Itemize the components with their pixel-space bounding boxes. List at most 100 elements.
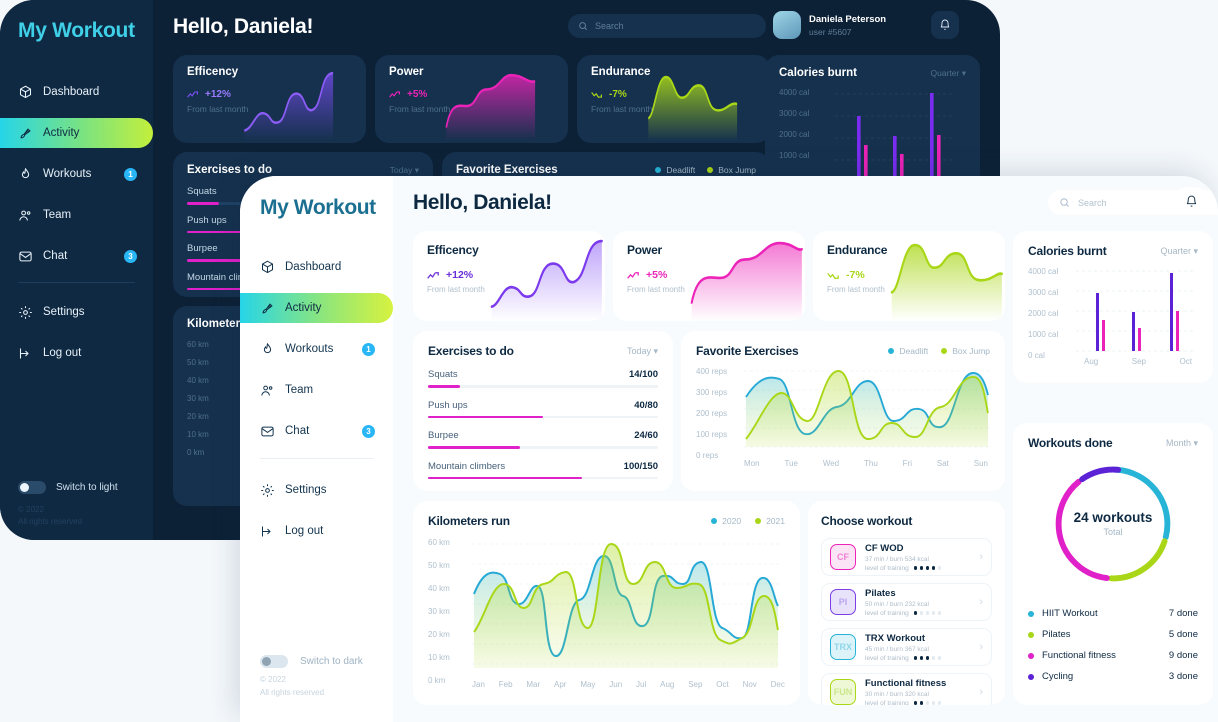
dark-sidebar-item-label: Chat — [43, 250, 68, 263]
xtick: Sun — [973, 459, 988, 468]
legend-2021: 2021 — [755, 516, 785, 526]
exercise-row: Squats 14/100 — [428, 369, 658, 388]
exercise-row: Burpee 24/60 — [428, 430, 658, 449]
theme-toggle[interactable]: Switch to dark — [260, 655, 363, 668]
dark-calories-filter[interactable]: Quarter ▾ — [930, 67, 966, 78]
dark-theme-switch[interactable] — [18, 481, 46, 494]
workout-name: TRX Workout — [865, 632, 925, 644]
exercise-name: Burpee — [428, 430, 459, 441]
dark-ytick: 40 km — [187, 376, 209, 385]
dark-sidebar-badge-chat: 3 — [124, 249, 137, 263]
trend-up-icon — [187, 91, 198, 98]
calories-burnt-card: Calories burnt Quarter ▾ 4000 cal 3000 c… — [1013, 231, 1213, 383]
dark-sidebar-item-dashboard[interactable]: Dashboard — [0, 77, 153, 107]
dark-sidebar-item-activity[interactable]: Activity — [0, 118, 153, 149]
xtick: Nov — [742, 680, 757, 689]
sidebar-item-chat[interactable]: Chat 3 — [240, 416, 393, 446]
level-dots — [913, 656, 942, 660]
dark-sidebar-item-logout[interactable]: Log out — [0, 338, 153, 368]
dark-ytick: 3000 cal — [779, 109, 810, 118]
dark-sidebar-item-team[interactable]: Team — [0, 200, 153, 230]
dark-stat-card-power: Power +5% From last month — [375, 55, 568, 143]
sidebar-item-dashboard[interactable]: Dashboard — [240, 252, 393, 282]
sidebar-item-team[interactable]: Team — [240, 375, 393, 405]
xtick: Thu — [864, 459, 878, 468]
dark-notifications-button[interactable] — [931, 11, 959, 39]
dark-nav: Dashboard Activity Workouts 1 Team Chat … — [0, 77, 153, 368]
dark-sidebar-divider — [18, 282, 135, 284]
workouts-legend-label: Functional fitness — [1042, 650, 1116, 661]
flame-icon — [21, 167, 30, 178]
xtick: Feb — [498, 680, 513, 689]
workout-list-item[interactable]: TRX TRX Workout 45 min / burn 367 kcal l… — [821, 628, 992, 666]
workout-code-badge: TRX — [830, 634, 856, 660]
dark-exercises-filter[interactable]: Today ▾ — [389, 164, 419, 175]
dark-stat-title: Power — [389, 66, 424, 78]
dark-sidebar-item-workouts[interactable]: Workouts 1 — [0, 159, 153, 189]
dark-user-name: Daniela Peterson — [809, 13, 887, 25]
ytick: 2000 cal — [1028, 309, 1059, 318]
chevron-right-icon: › — [979, 641, 983, 653]
dark-calories-bars — [835, 93, 955, 180]
workouts-done-filter-dropdown[interactable]: Month ▾ — [1165, 437, 1198, 448]
sidebar-item-logout[interactable]: Log out — [240, 516, 393, 546]
dark-copyright-line1: © 2022 — [18, 505, 44, 514]
legend-label: 2020 — [722, 516, 742, 526]
dark-app-logo: My Workout — [18, 19, 135, 42]
workouts-legend-label: Cycling — [1042, 671, 1074, 682]
exercise-name: Mountain climbers — [428, 460, 506, 472]
workout-list-item[interactable]: CF CF WOD 37 min / burn 534 kcal level o… — [821, 538, 992, 576]
dark-user-profile[interactable]: Daniela Peterson user #5607 — [773, 11, 886, 39]
exercises-filter-dropdown[interactable]: Today ▾ — [626, 345, 658, 356]
dark-ytick: 2000 cal — [779, 130, 810, 139]
stat-pct: +5% — [646, 269, 668, 281]
workout-list-item[interactable]: PI Pilates 50 min / burn 232 kcal level … — [821, 583, 992, 621]
donut-chart — [1055, 466, 1171, 582]
chevron-right-icon: › — [979, 686, 983, 698]
workout-name: Pilates — [865, 587, 896, 599]
dark-stat-sub: From last month — [591, 104, 653, 114]
ytick: 20 km — [428, 630, 450, 639]
xtick: May — [580, 680, 596, 689]
stat-pct: +12% — [446, 269, 474, 281]
dark-sparkline-endurance — [647, 75, 738, 141]
dark-ytick: 60 km — [187, 340, 209, 349]
xtick: Aug — [1084, 357, 1099, 366]
page-title: Hello, Daniela! — [413, 191, 552, 214]
dark-theme-toggle[interactable]: Switch to light — [18, 481, 118, 494]
sidebar-item-workouts[interactable]: Workouts 1 — [240, 334, 393, 364]
workout-list-item[interactable]: FUN Functional fitness 30 min / burn 320… — [821, 673, 992, 705]
sidebar-item-activity[interactable]: Activity — [240, 293, 393, 323]
ytick: 10 km — [428, 653, 450, 662]
sidebar-item-settings[interactable]: Settings — [240, 475, 393, 505]
rocket-icon — [262, 302, 273, 313]
kilometers-run-card: Kilometers run 2020 2021 60 km 50 km 40 … — [413, 501, 800, 705]
sidebar-item-label: Log out — [285, 525, 324, 537]
workout-name: Functional fitness — [865, 677, 947, 689]
dark-exercises-title: Exercises to do — [187, 164, 273, 176]
choose-workout-card: Choose workout CF CF WOD 37 min / burn 5… — [808, 501, 1005, 705]
trend-down-icon — [827, 272, 839, 279]
dark-search-input[interactable]: Search — [568, 14, 766, 38]
copyright-line1: © 2022 — [260, 675, 286, 685]
dark-sidebar-item-chat[interactable]: Chat 3 — [0, 241, 153, 271]
notifications-button[interactable] — [1177, 187, 1205, 215]
donut-center-label: Total — [1103, 527, 1123, 537]
choose-workout-title: Choose workout — [821, 514, 913, 528]
workout-code-badge: FUN — [830, 679, 856, 705]
legend-2020: 2020 — [711, 516, 741, 526]
search-placeholder: Search — [1078, 197, 1107, 208]
sidebar-item-label: Dashboard — [285, 261, 342, 273]
main-content: Hello, Daniela! Search Daniela Peterson … — [393, 176, 1218, 722]
dark-copyright-line2: All rights reserved — [18, 517, 83, 526]
calories-filter-dropdown[interactable]: Quarter ▾ — [1160, 245, 1198, 256]
dark-sidebar-item-settings[interactable]: Settings — [0, 297, 153, 327]
exercise-name: Push ups — [428, 399, 468, 411]
dark-exercise-name: Burpee — [187, 243, 218, 254]
dark-ytick: 50 km — [187, 358, 209, 367]
ytick: 300 reps — [696, 388, 728, 397]
dark-legend-deadlift: Deadlift — [655, 165, 695, 175]
copyright-line2: All rights reserved — [260, 688, 325, 698]
dark-exercise-name: Mountain climbers — [187, 271, 265, 283]
theme-switch[interactable] — [260, 655, 288, 668]
